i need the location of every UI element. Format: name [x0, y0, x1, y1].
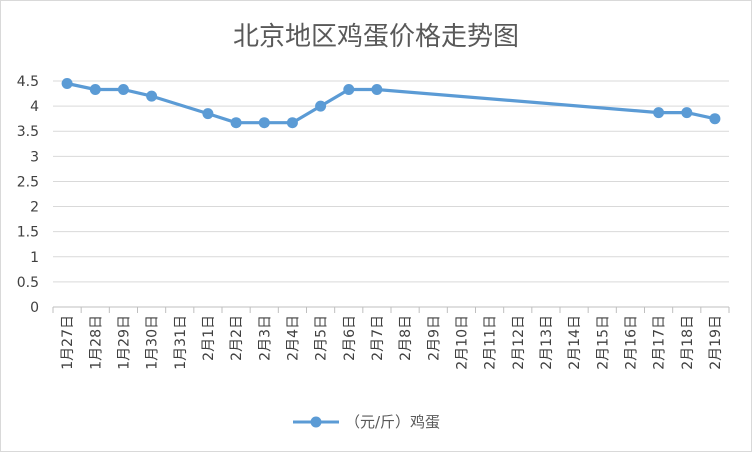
data-point[interactable]: [230, 117, 242, 129]
data-point[interactable]: [61, 78, 73, 89]
x-tick-label: 2月13日: [539, 315, 555, 370]
series-layer: [61, 78, 721, 129]
legend-marker-swatch: [310, 416, 322, 428]
x-tick-label: 2月18日: [680, 315, 696, 370]
x-tick-label: 2月15日: [595, 315, 611, 370]
y-tick-labels: 0 0.5 1 1.5 2 2.5 3 3.5 4 4.5: [17, 74, 39, 316]
x-tick-label: 2月5日: [314, 315, 330, 361]
x-tick-label: 2月1日: [201, 315, 217, 361]
x-tick-label: 2月7日: [370, 315, 386, 361]
data-point[interactable]: [681, 107, 693, 119]
axes: [52, 306, 730, 313]
data-point[interactable]: [146, 90, 158, 102]
data-point[interactable]: [286, 117, 298, 129]
data-point[interactable]: [343, 84, 355, 95]
x-tick-label: 2月16日: [623, 315, 639, 370]
x-tick-label: 1月31日: [173, 315, 189, 370]
data-point[interactable]: [709, 113, 721, 125]
x-tick-labels: 1月27日 1月28日 1月29日 1月30日 1月31日 2月1日 2月2日 2月3日 2月4…: [60, 315, 724, 370]
x-tick-label: 2月11日: [483, 315, 499, 370]
x-tick-label: 1月28日: [88, 315, 104, 370]
x-tick-label: 2月6日: [342, 315, 358, 361]
data-point[interactable]: [258, 117, 270, 129]
x-tick-label: 2月8日: [398, 315, 414, 361]
x-tick-label: 2月19日: [708, 315, 724, 370]
y-tick-label: 4.5: [17, 74, 39, 90]
x-tick-label: 1月29日: [116, 315, 132, 370]
x-tick-label: 2月14日: [567, 315, 583, 370]
y-tick-label: 1.5: [17, 225, 39, 241]
x-tick-label: 2月9日: [426, 315, 442, 361]
data-point[interactable]: [371, 84, 383, 95]
series-line: [66, 81, 716, 125]
data-point[interactable]: [89, 84, 101, 95]
y-tick-label: 0: [30, 300, 39, 316]
data-point[interactable]: [653, 107, 665, 119]
x-tick-label: 2月17日: [652, 315, 668, 370]
y-tick-label: 2: [30, 200, 39, 216]
y-tick-label: 4: [30, 99, 39, 115]
y-tick-label: 1: [30, 250, 39, 266]
y-tick-label: 0.5: [17, 275, 39, 291]
gridlines: [53, 80, 729, 283]
x-tick-label: 2月12日: [511, 315, 527, 370]
x-tick-label: 2月3日: [257, 315, 273, 361]
y-tick-label: 3: [30, 149, 39, 165]
x-tick-label: 1月30日: [145, 315, 161, 370]
x-tick-label: 1月27日: [60, 315, 76, 370]
data-point[interactable]: [202, 108, 214, 120]
legend[interactable]: （元/斤）鸡蛋: [293, 413, 440, 431]
data-point[interactable]: [117, 84, 129, 95]
x-tick-label: 2月10日: [454, 315, 470, 370]
x-tick-label: 2月4日: [285, 315, 301, 361]
y-tick-label: 2.5: [17, 174, 39, 190]
chart-title: 北京地区鸡蛋价格走势图: [233, 22, 519, 52]
x-tick-label: 2月2日: [229, 315, 245, 361]
y-tick-label: 3.5: [17, 124, 39, 140]
data-point[interactable]: [315, 100, 327, 112]
legend-label: （元/斤）鸡蛋: [345, 413, 440, 431]
